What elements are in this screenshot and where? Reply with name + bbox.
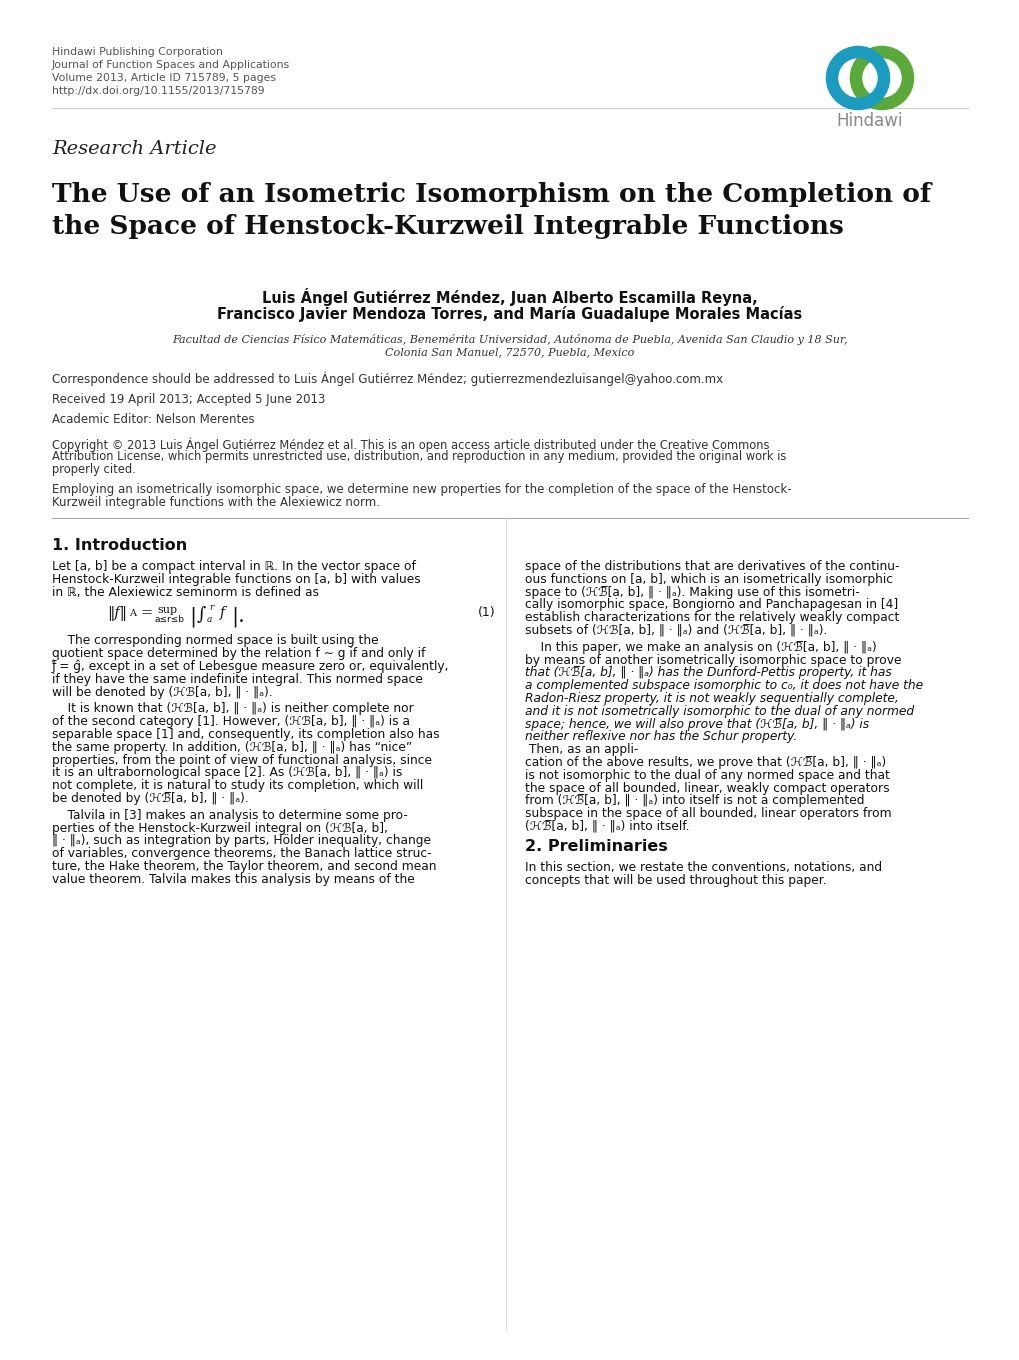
Text: cally isomorphic space, Bongiorno and Panchapagesan in [4]: cally isomorphic space, Bongiorno and Pa…	[525, 598, 898, 612]
Text: in ℝ, the Alexiewicz seminorm is defined as: in ℝ, the Alexiewicz seminorm is defined…	[52, 586, 319, 598]
Text: cation of the above results, we prove that (ℋℬ̅[a, b], ‖ · ‖ₐ): cation of the above results, we prove th…	[525, 756, 886, 768]
Text: it is an ultrabornological space [2]. As (ℋℬ[a, b], ‖ · ‖ₐ) is: it is an ultrabornological space [2]. As…	[52, 767, 401, 779]
Text: Attribution License, which permits unrestricted use, distribution, and reproduct: Attribution License, which permits unres…	[52, 450, 786, 462]
Text: is not isomorphic to the dual of any normed space and that: is not isomorphic to the dual of any nor…	[525, 768, 889, 782]
Text: ‖f‖: ‖f‖	[107, 607, 127, 622]
Text: ‖ · ‖ₐ), such as integration by parts, Hölder inequality, change: ‖ · ‖ₐ), such as integration by parts, H…	[52, 835, 431, 847]
Text: a≤r≤b: a≤r≤b	[155, 615, 184, 624]
Text: a complemented subspace isomorphic to c₀, it does not have the: a complemented subspace isomorphic to c₀…	[525, 679, 922, 692]
Text: Correspondence should be addressed to Luis Ángel Gutiérrez Méndez; gutierrezmend: Correspondence should be addressed to Lu…	[52, 373, 722, 386]
Text: 1. Introduction: 1. Introduction	[52, 539, 187, 554]
Text: the Space of Henstock-Kurzweil Integrable Functions: the Space of Henstock-Kurzweil Integrabl…	[52, 214, 843, 239]
Text: subsets of (ℋℬ[a, b], ‖ · ‖ₐ) and (ℋℬ̅[a, b], ‖ · ‖ₐ).: subsets of (ℋℬ[a, b], ‖ · ‖ₐ) and (ℋℬ̅[a…	[525, 624, 826, 636]
Text: separable space [1] and, consequently, its completion also has: separable space [1] and, consequently, i…	[52, 728, 439, 741]
Text: Kurzweil integrable functions with the Alexiewicz norm.: Kurzweil integrable functions with the A…	[52, 496, 380, 509]
Text: r: r	[209, 604, 213, 612]
Text: The corresponding normed space is built using the: The corresponding normed space is built …	[52, 634, 378, 647]
Text: Then, as an appli-: Then, as an appli-	[525, 743, 638, 756]
Text: be denoted by (ℋℬ̅[a, b], ‖ · ‖ₐ).: be denoted by (ℋℬ̅[a, b], ‖ · ‖ₐ).	[52, 792, 249, 805]
Text: In this section, we restate the conventions, notations, and: In this section, we restate the conventi…	[525, 861, 881, 873]
Text: (1): (1)	[478, 607, 495, 619]
Text: It is known that (ℋℬ[a, b], ‖ · ‖ₐ) is neither complete nor: It is known that (ℋℬ[a, b], ‖ · ‖ₐ) is n…	[52, 702, 414, 715]
Text: A: A	[128, 609, 136, 619]
Text: Academic Editor: Nelson Merentes: Academic Editor: Nelson Merentes	[52, 413, 255, 426]
Text: (ℋℬ̅[a, b], ‖ · ‖ₐ) into itself.: (ℋℬ̅[a, b], ‖ · ‖ₐ) into itself.	[525, 820, 689, 832]
Text: neither reflexive nor has the Schur property.: neither reflexive nor has the Schur prop…	[525, 730, 797, 744]
Text: properties, from the point of view of functional analysis, since: properties, from the point of view of fu…	[52, 753, 432, 767]
Text: sup: sup	[157, 605, 177, 615]
Text: of the second category [1]. However, (ℋℬ[a, b], ‖ · ‖ₐ) is a: of the second category [1]. However, (ℋℬ…	[52, 715, 410, 728]
Text: Received 19 April 2013; Accepted 5 June 2013: Received 19 April 2013; Accepted 5 June …	[52, 393, 325, 407]
Text: not complete, it is natural to study its completion, which will: not complete, it is natural to study its…	[52, 779, 423, 792]
Text: |.: |.	[230, 607, 245, 627]
Text: Let [a, b] be a compact interval in ℝ. In the vector space of: Let [a, b] be a compact interval in ℝ. I…	[52, 560, 416, 573]
Text: ƒ̂ = ĝ, except in a set of Lebesgue measure zero or, equivalently,: ƒ̂ = ĝ, except in a set of Lebesgue mea…	[52, 660, 449, 673]
Text: subspace in the space of all bounded, linear operators from: subspace in the space of all bounded, li…	[525, 808, 891, 820]
Text: properly cited.: properly cited.	[52, 462, 136, 476]
Text: space; hence, we will also prove that (ℋℬ̅[a, b], ‖ · ‖ₐ) is: space; hence, we will also prove that (ℋ…	[525, 718, 868, 730]
Text: Research Article: Research Article	[52, 140, 216, 158]
Text: the same property. In addition, (ℋℬ[a, b], ‖ · ‖ₐ) has “nice”: the same property. In addition, (ℋℬ[a, b…	[52, 741, 412, 753]
Text: if they have the same indefinite integral. This normed space: if they have the same indefinite integra…	[52, 673, 423, 685]
Text: value theorem. Talvila makes this analysis by means of the: value theorem. Talvila makes this analys…	[52, 873, 415, 885]
Text: Luis Ángel Gutiérrez Méndez, Juan Alberto Escamilla Reyna,: Luis Ángel Gutiérrez Méndez, Juan Albert…	[262, 288, 757, 306]
Text: Employing an isometrically isomorphic space, we determine new properties for the: Employing an isometrically isomorphic sp…	[52, 483, 791, 496]
Text: establish characterizations for the relatively weakly compact: establish characterizations for the rela…	[525, 611, 899, 624]
Text: Journal of Function Spaces and Applications: Journal of Function Spaces and Applicati…	[52, 60, 289, 69]
Text: space of the distributions that are derivatives of the continu-: space of the distributions that are deri…	[525, 560, 899, 573]
Text: by means of another isometrically isomorphic space to prove: by means of another isometrically isomor…	[525, 654, 901, 666]
Text: Hindawi Publishing Corporation: Hindawi Publishing Corporation	[52, 48, 223, 57]
Text: Colonia San Manuel, 72570, Puebla, Mexico: Colonia San Manuel, 72570, Puebla, Mexic…	[385, 347, 634, 356]
Text: Talvila in [3] makes an analysis to determine some pro-: Talvila in [3] makes an analysis to dete…	[52, 809, 408, 821]
Text: a: a	[207, 615, 212, 624]
Text: 2. Preliminaries: 2. Preliminaries	[525, 839, 667, 854]
Text: Radon-Riesz property, it is not weakly sequentially complete,: Radon-Riesz property, it is not weakly s…	[525, 692, 898, 704]
Text: and it is not isometrically isomorphic to the dual of any normed: and it is not isometrically isomorphic t…	[525, 704, 913, 718]
Text: The Use of an Isometric Isomorphism on the Completion of: The Use of an Isometric Isomorphism on t…	[52, 182, 930, 207]
Text: ous functions on [a, b], which is an isometrically isomorphic: ous functions on [a, b], which is an iso…	[525, 573, 892, 586]
Text: Hindawi: Hindawi	[836, 112, 903, 131]
Text: quotient space determined by the relation f ∼ g if and only if: quotient space determined by the relatio…	[52, 647, 425, 660]
Text: perties of the Henstock-Kurzweil integral on (ℋℬ[a, b],: perties of the Henstock-Kurzweil integra…	[52, 821, 387, 835]
Text: that (ℋℬ̅[a, b], ‖ · ‖ₐ) has the Dunford-Pettis property, it has: that (ℋℬ̅[a, b], ‖ · ‖ₐ) has the Dunford…	[525, 666, 891, 680]
Text: ∫: ∫	[197, 607, 206, 624]
Text: Henstock-Kurzweil integrable functions on [a, b] with values: Henstock-Kurzweil integrable functions o…	[52, 573, 421, 586]
Text: of variables, convergence theorems, the Banach lattice struc-: of variables, convergence theorems, the …	[52, 847, 431, 860]
Text: the space of all bounded, linear, weakly compact operators: the space of all bounded, linear, weakly…	[525, 782, 889, 794]
Text: Copyright © 2013 Luis Ángel Gutiérrez Méndez et al. This is an open access artic: Copyright © 2013 Luis Ángel Gutiérrez Mé…	[52, 437, 768, 452]
Text: Francisco Javier Mendoza Torres, and María Guadalupe Morales Macías: Francisco Javier Mendoza Torres, and Mar…	[217, 306, 802, 322]
Text: |: |	[189, 607, 196, 627]
Text: ture, the Hake theorem, the Taylor theorem, and second mean: ture, the Hake theorem, the Taylor theor…	[52, 860, 436, 873]
Text: Volume 2013, Article ID 715789, 5 pages: Volume 2013, Article ID 715789, 5 pages	[52, 73, 276, 83]
Text: In this paper, we make an analysis on (ℋℬ̅[a, b], ‖ · ‖ₐ): In this paper, we make an analysis on (ℋ…	[525, 641, 876, 654]
Text: http://dx.doi.org/10.1155/2013/715789: http://dx.doi.org/10.1155/2013/715789	[52, 86, 264, 97]
Text: from (ℋℬ̅[a, b], ‖ · ‖ₐ) into itself is not a complemented: from (ℋℬ̅[a, b], ‖ · ‖ₐ) into itself is …	[525, 794, 864, 808]
Text: =: =	[141, 607, 153, 620]
Text: concepts that will be used throughout this paper.: concepts that will be used throughout th…	[525, 873, 825, 887]
Text: Facultad de Ciencias Físico Matemáticas, Benemérita Universidad, Autónoma de Pue: Facultad de Ciencias Físico Matemáticas,…	[172, 335, 847, 345]
Text: will be denoted by (ℋℬ[a, b], ‖ · ‖ₐ).: will be denoted by (ℋℬ[a, b], ‖ · ‖ₐ).	[52, 685, 272, 699]
Text: space to (ℋℬ̅[a, b], ‖ · ‖ₐ). Making use of this isometri-: space to (ℋℬ̅[a, b], ‖ · ‖ₐ). Making use…	[525, 586, 859, 598]
Text: f: f	[220, 607, 225, 620]
